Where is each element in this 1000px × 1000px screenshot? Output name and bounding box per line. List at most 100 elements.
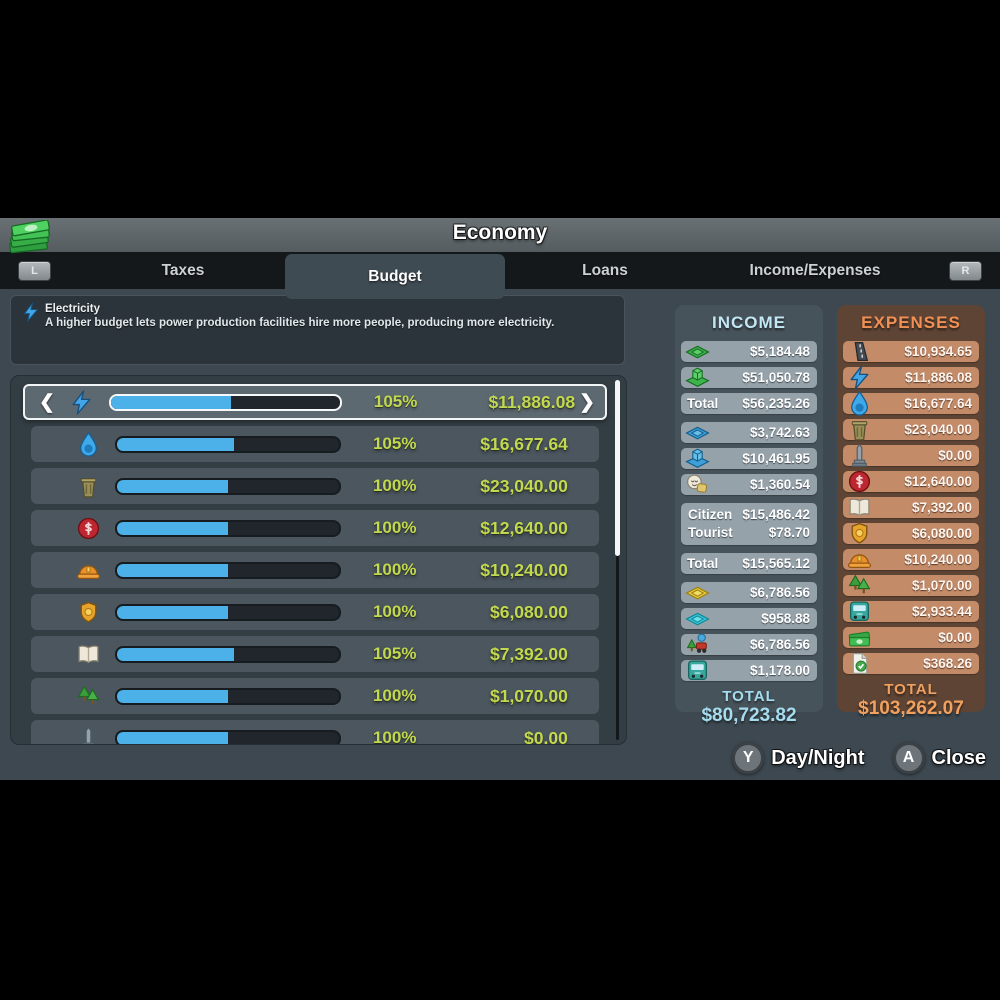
close-button[interactable]: A Close bbox=[892, 742, 986, 774]
row-value: $2,933.44 bbox=[911, 604, 972, 619]
scrollbar-thumb[interactable] bbox=[615, 380, 620, 556]
zone-residential-low-icon bbox=[685, 339, 710, 364]
left-bumper-button[interactable]: L bbox=[18, 261, 51, 281]
budget-amount: $6,080.00 bbox=[489, 601, 568, 622]
day-night-button[interactable]: Y Day/Night bbox=[732, 742, 865, 774]
tab-income-expenses[interactable]: Income/Expenses bbox=[749, 261, 881, 279]
slider-fill bbox=[110, 395, 232, 409]
budget-amount: $23,040.00 bbox=[480, 475, 568, 496]
budget-row[interactable]: ❮100%$23,040.00❯ bbox=[31, 468, 599, 504]
row-value: $10,240.00 bbox=[904, 552, 972, 567]
healthcare-icon bbox=[847, 469, 872, 494]
road-icon bbox=[847, 339, 872, 364]
budget-slider[interactable] bbox=[115, 477, 341, 495]
expense-row: $0.00 bbox=[843, 443, 979, 467]
budget-slider[interactable] bbox=[115, 645, 341, 663]
electricity-icon bbox=[847, 365, 872, 390]
decrease-budget-chevron[interactable]: ❮ bbox=[38, 391, 55, 413]
budget-slider[interactable] bbox=[115, 687, 341, 705]
tab-taxes[interactable]: Taxes bbox=[161, 261, 205, 279]
budget-percent: 100% bbox=[372, 476, 417, 495]
row-value: $12,640.00 bbox=[904, 474, 972, 489]
budget-row[interactable]: ❮100%$0.00❯ bbox=[31, 720, 599, 745]
water-icon bbox=[847, 391, 872, 416]
row-value: $6,786.56 bbox=[749, 637, 810, 652]
budget-slider[interactable] bbox=[115, 561, 341, 579]
tax-line: Tourist $78.70 bbox=[688, 524, 810, 542]
budget-percent: 100% bbox=[372, 602, 417, 621]
expenses-total-label: TOTAL bbox=[884, 681, 938, 698]
budget-amount: $11,886.08 bbox=[488, 391, 576, 412]
controller-a-icon: A bbox=[892, 742, 925, 774]
income-row: $10,461.95 bbox=[681, 448, 817, 469]
income-row: $1,178.00 bbox=[681, 660, 817, 681]
budget-row[interactable]: ❮100%$1,070.00❯ bbox=[31, 678, 599, 714]
expense-row: $10,240.00 bbox=[843, 549, 979, 570]
tab-loans[interactable]: Loans bbox=[582, 261, 628, 279]
monument-icon bbox=[74, 725, 103, 744]
electricity-icon bbox=[67, 389, 97, 415]
subtotal-value: $15,565.12 bbox=[742, 556, 810, 571]
row-value: $3,742.63 bbox=[749, 425, 810, 440]
income-total-value: $80,723.82 bbox=[701, 705, 797, 726]
slider-fill bbox=[117, 479, 229, 493]
budget-row[interactable]: ❮105%$7,392.00❯ bbox=[31, 636, 599, 672]
economy-window: Economy L Taxes Budget Loans Income/Expense… bbox=[0, 218, 1000, 780]
parks-service-icon bbox=[685, 632, 710, 657]
right-bumper-label: R bbox=[961, 265, 970, 277]
button-label: Close bbox=[931, 746, 986, 769]
budget-slider[interactable] bbox=[108, 393, 342, 411]
income-header: INCOME bbox=[712, 313, 786, 332]
row-value: $0.00 bbox=[938, 448, 972, 463]
zone-residential-high-icon bbox=[685, 365, 710, 390]
row-value: $51,050.78 bbox=[742, 370, 810, 385]
budget-row[interactable]: ❮100%$6,080.00❯ bbox=[31, 594, 599, 630]
citizen-tourist-row: Citizen $15,486.42 Tourist $78.70 bbox=[681, 503, 817, 545]
slider-fill bbox=[117, 437, 234, 451]
slider-fill bbox=[117, 563, 229, 577]
healthcare-icon bbox=[74, 515, 103, 541]
budget-row[interactable]: ❮105%$16,677.64❯ bbox=[31, 426, 599, 462]
budget-tooltip: Electricity A higher budget lets power p… bbox=[10, 295, 625, 365]
budget-amount: $0.00 bbox=[524, 727, 568, 745]
tax-line: Citizen $15,486.42 bbox=[688, 506, 810, 524]
subtotal-label: Total bbox=[687, 556, 719, 571]
fire-icon bbox=[74, 557, 103, 583]
right-bumper-button[interactable]: R bbox=[949, 261, 982, 281]
expenses-total-value: $103,262.07 bbox=[858, 698, 964, 719]
bus-icon bbox=[847, 599, 872, 624]
budget-slider[interactable] bbox=[115, 603, 341, 621]
row-value: $16,677.64 bbox=[904, 396, 972, 411]
row-value: $958.88 bbox=[761, 611, 810, 626]
expense-row: $368.26 bbox=[843, 652, 979, 675]
tab-budget[interactable]: Budget bbox=[285, 254, 505, 299]
left-bumper-label: L bbox=[31, 265, 38, 277]
row-value: $10,934.65 bbox=[904, 344, 972, 359]
expenses-panel: EXPENSES $10,934.65 $11,886.08 $16,677.64 $… bbox=[837, 305, 985, 719]
row-value: $6,786.56 bbox=[749, 585, 810, 600]
scrollbar-track[interactable] bbox=[616, 380, 619, 740]
income-total-label: TOTAL bbox=[722, 688, 776, 705]
income-total: TOTAL $80,723.82 bbox=[675, 688, 823, 727]
tax-line-label: Tourist bbox=[688, 525, 733, 540]
budget-slider[interactable] bbox=[115, 729, 341, 744]
budget-row[interactable]: ❮100%$10,240.00❯ bbox=[31, 552, 599, 588]
row-value: $7,392.00 bbox=[911, 500, 972, 515]
budget-percent: 105% bbox=[373, 392, 418, 411]
budget-row[interactable]: ❮100%$12,640.00❯ bbox=[31, 510, 599, 546]
budget-slider[interactable] bbox=[115, 519, 341, 537]
increase-budget-chevron[interactable]: ❯ bbox=[579, 391, 595, 413]
expense-row: $1,070.00 bbox=[843, 574, 979, 596]
budget-percent: 100% bbox=[372, 560, 417, 579]
income-row: $6,786.56 bbox=[681, 582, 817, 603]
budget-row[interactable]: ❮ 105% $11,886.08 ❯ bbox=[23, 384, 607, 420]
income-panel: INCOME $5,184.48 $51,050.78 Total $56,235.2… bbox=[675, 305, 823, 726]
row-value: $368.26 bbox=[923, 656, 972, 671]
header-bar: Economy bbox=[0, 218, 1000, 252]
education-icon bbox=[74, 641, 103, 667]
budget-slider[interactable] bbox=[115, 435, 341, 453]
income-row: $51,050.78 bbox=[681, 367, 817, 388]
loan-money-icon bbox=[847, 625, 872, 650]
controller-y-icon: Y bbox=[732, 742, 765, 774]
